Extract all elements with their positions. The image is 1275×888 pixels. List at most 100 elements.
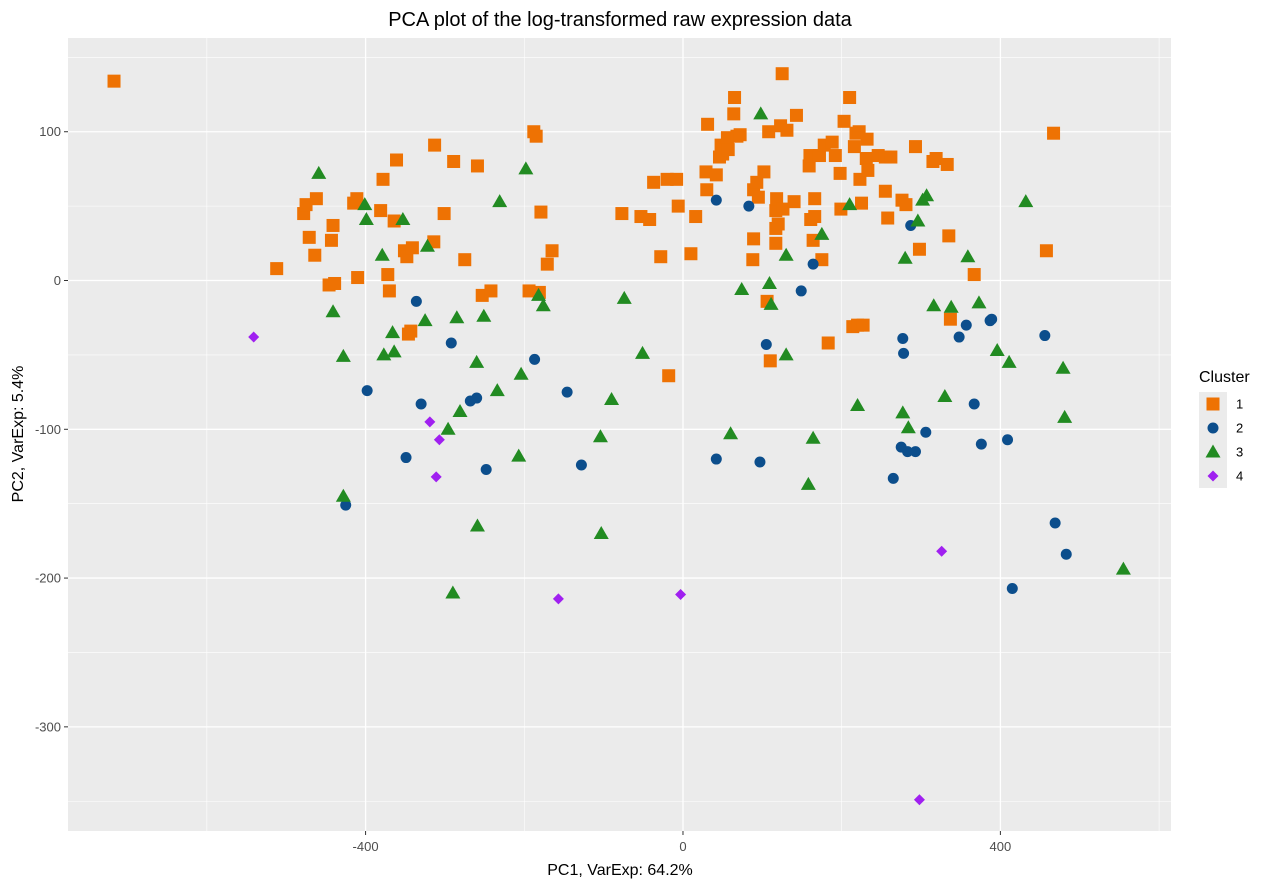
data-point-cluster-3 bbox=[943, 299, 959, 313]
legend-key-cluster-3 bbox=[1205, 444, 1221, 458]
data-point-cluster-1 bbox=[484, 284, 498, 298]
data-point-cluster-1 bbox=[912, 242, 926, 256]
data-point-cluster-3 bbox=[417, 313, 433, 327]
data-point-cluster-1 bbox=[750, 175, 764, 189]
data-point-cluster-2 bbox=[975, 438, 987, 450]
data-point-cluster-1 bbox=[967, 268, 981, 282]
data-point-cluster-2 bbox=[471, 392, 483, 404]
y-tick-label: 0 bbox=[54, 273, 61, 288]
data-point-cluster-1 bbox=[808, 210, 822, 224]
data-point-cluster-3 bbox=[960, 249, 976, 263]
data-point-cluster-1 bbox=[302, 230, 316, 244]
data-point-cluster-1 bbox=[855, 196, 869, 210]
data-point-cluster-1 bbox=[699, 165, 713, 179]
data-point-cluster-1 bbox=[878, 184, 892, 198]
data-point-cluster-1 bbox=[308, 248, 322, 262]
data-point-cluster-1 bbox=[684, 247, 698, 261]
data-point-cluster-1 bbox=[299, 198, 313, 212]
data-point-cluster-2 bbox=[986, 313, 998, 325]
data-point-cluster-3 bbox=[592, 429, 608, 443]
data-point-cluster-1 bbox=[529, 129, 543, 143]
data-point-cluster-1 bbox=[747, 232, 761, 246]
data-point-cluster-2 bbox=[887, 472, 899, 484]
data-point-cluster-1 bbox=[709, 168, 723, 182]
data-point-cluster-2 bbox=[710, 453, 722, 465]
series-cluster-3 bbox=[311, 106, 1131, 599]
data-point-cluster-2 bbox=[807, 258, 819, 270]
data-point-cluster-1 bbox=[787, 195, 801, 209]
data-point-cluster-1 bbox=[382, 284, 396, 298]
data-point-cluster-1 bbox=[376, 172, 390, 186]
x-axis-title: PC1, VarExp: 64.2% bbox=[547, 862, 693, 879]
data-point-cluster-3 bbox=[311, 165, 327, 179]
data-point-cluster-1 bbox=[437, 207, 451, 221]
data-point-cluster-3 bbox=[419, 238, 435, 252]
data-point-cluster-1 bbox=[802, 159, 816, 173]
data-point-cluster-1 bbox=[701, 117, 715, 131]
data-point-cluster-1 bbox=[812, 149, 826, 163]
data-point-cluster-4 bbox=[248, 331, 260, 343]
data-point-cluster-3 bbox=[604, 392, 620, 406]
data-point-cluster-1 bbox=[751, 190, 765, 204]
data-point-cluster-3 bbox=[763, 296, 779, 310]
y-tick-label: -100 bbox=[35, 422, 61, 437]
data-point-cluster-3 bbox=[440, 421, 456, 435]
data-point-cluster-1 bbox=[940, 157, 954, 171]
data-point-cluster-2 bbox=[529, 353, 541, 365]
data-point-cluster-1 bbox=[428, 138, 442, 152]
data-point-cluster-2 bbox=[415, 398, 427, 410]
data-point-cluster-3 bbox=[593, 525, 609, 539]
x-tick-label: 0 bbox=[679, 839, 686, 854]
data-point-cluster-3 bbox=[1055, 360, 1071, 374]
data-point-cluster-2 bbox=[561, 386, 573, 398]
data-point-cluster-4 bbox=[552, 593, 564, 605]
data-point-cluster-3 bbox=[937, 389, 953, 403]
data-point-cluster-3 bbox=[1001, 354, 1017, 368]
data-point-cluster-3 bbox=[476, 308, 492, 322]
data-point-cluster-1 bbox=[328, 276, 342, 290]
data-point-cluster-1 bbox=[405, 241, 419, 255]
plot-panel bbox=[68, 38, 1171, 831]
data-point-cluster-2 bbox=[480, 463, 492, 475]
data-point-cluster-2 bbox=[1006, 582, 1018, 594]
y-axis-ticks: 100 0 -100 -200 -300 bbox=[35, 124, 68, 734]
data-point-cluster-3 bbox=[895, 405, 911, 419]
data-point-cluster-1 bbox=[815, 253, 829, 267]
data-point-cluster-3 bbox=[761, 275, 777, 289]
data-point-cluster-1 bbox=[763, 354, 777, 368]
data-point-cluster-3 bbox=[385, 325, 401, 339]
data-point-cluster-1 bbox=[746, 253, 760, 267]
data-point-cluster-1 bbox=[789, 108, 803, 122]
data-point-cluster-1 bbox=[540, 257, 554, 271]
data-point-cluster-3 bbox=[910, 213, 926, 227]
data-point-cluster-1 bbox=[825, 135, 839, 149]
x-axis-ticks: -400 0 400 bbox=[353, 831, 1011, 854]
data-point-cluster-1 bbox=[309, 192, 323, 206]
data-point-cluster-3 bbox=[386, 344, 402, 358]
data-point-cluster-1 bbox=[654, 250, 668, 264]
data-point-cluster-1 bbox=[390, 153, 404, 167]
legend-label-cluster-4: 4 bbox=[1236, 469, 1243, 484]
data-point-cluster-1 bbox=[270, 262, 284, 276]
data-point-cluster-3 bbox=[374, 247, 390, 261]
legend-label-cluster-1: 1 bbox=[1236, 397, 1243, 412]
legend-label-cluster-2: 2 bbox=[1236, 421, 1243, 436]
data-point-cluster-1 bbox=[908, 140, 922, 154]
legend-key-cluster-4 bbox=[1207, 470, 1219, 482]
data-point-cluster-1 bbox=[821, 336, 835, 350]
data-point-cluster-2 bbox=[920, 426, 932, 438]
data-point-cluster-3 bbox=[449, 310, 465, 324]
data-point-cluster-2 bbox=[410, 295, 422, 307]
data-point-cluster-1 bbox=[689, 210, 703, 224]
data-point-cluster-3 bbox=[513, 366, 529, 380]
data-point-cluster-1 bbox=[727, 107, 741, 121]
data-point-cluster-2 bbox=[960, 319, 972, 331]
legend-key-cluster-1 bbox=[1206, 397, 1220, 411]
data-point-cluster-2 bbox=[902, 446, 914, 458]
data-point-cluster-1 bbox=[859, 152, 873, 166]
data-point-cluster-1 bbox=[770, 192, 784, 206]
data-point-cluster-1 bbox=[828, 149, 842, 163]
data-point-cluster-1 bbox=[381, 268, 395, 282]
data-point-cluster-2 bbox=[575, 459, 587, 471]
data-point-cluster-3 bbox=[989, 342, 1005, 356]
